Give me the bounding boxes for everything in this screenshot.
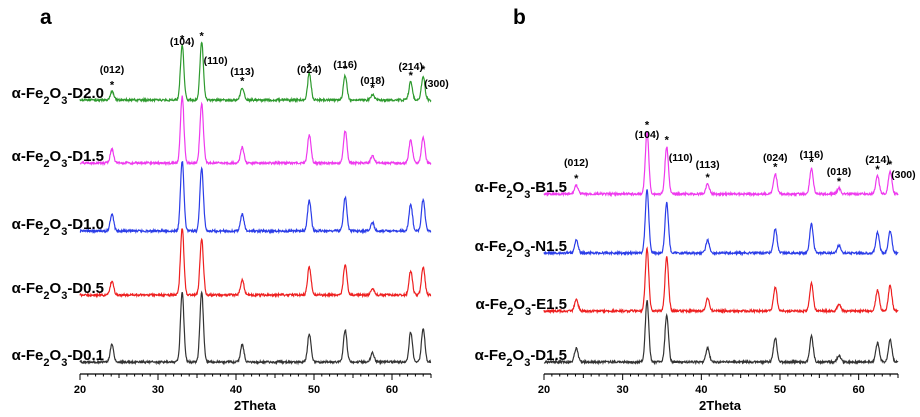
x-axis-title: 2Theta (699, 398, 742, 413)
xrd-trace-n1.5 (543, 189, 899, 257)
peak-star: * (240, 75, 245, 87)
x-tick-label: 30 (152, 384, 164, 396)
x-tick-label: 20 (74, 384, 86, 396)
hkl-label: (214) (398, 61, 423, 73)
x-axis-title: 2Theta (234, 398, 277, 413)
hkl-label: (214) (865, 154, 890, 166)
xrd-trace-e1.5 (543, 246, 899, 315)
x-tick-label: 50 (308, 384, 320, 396)
series-label: α-Fe2O3-D2.0 (12, 85, 104, 107)
peak-star: * (343, 64, 348, 76)
panel-letter: a (40, 6, 52, 29)
peak-star: * (645, 119, 650, 131)
hkl-label: (116) (799, 149, 823, 161)
hkl-label: (300) (424, 78, 449, 90)
hkl-label: (104) (170, 36, 195, 48)
hkl-label: (012) (100, 64, 125, 76)
xrd-trace-d1.5 (79, 95, 432, 167)
series-label: α-Fe2O3-B1.5 (475, 179, 567, 201)
series-label: α-Fe2O3-D1.5 (475, 347, 567, 369)
peak-star: * (180, 33, 185, 45)
panel-b: b α-Fe2O3-B1.5 α-Fe2O3-N1.5 α-Fe2O3-E1.5 α-F… (475, 6, 916, 413)
peak-star: * (705, 172, 710, 184)
hkl-label: (012) (564, 157, 589, 169)
hkl-label: (104) (635, 129, 660, 141)
xrd-trace-d0.1 (79, 290, 432, 366)
x-tick-label: 30 (617, 384, 629, 396)
hkl-label: (110) (669, 152, 693, 164)
hkl-label: (018) (360, 75, 385, 87)
peak-star: * (574, 173, 579, 185)
xrd-trace-d0.5 (79, 228, 432, 299)
series-label: α-Fe2O3-N1.5 (475, 238, 567, 260)
peak-star: * (875, 164, 880, 176)
peak-star: * (837, 176, 842, 188)
series-label: α-Fe2O3-E1.5 (475, 296, 567, 318)
x-tick-label: 50 (774, 384, 786, 396)
hkl-label: (024) (763, 152, 788, 164)
hkl-label: (113) (230, 66, 254, 78)
xrd-trace-b1.5 (543, 130, 899, 198)
peak-star: * (888, 159, 893, 171)
peak-star: * (200, 31, 205, 43)
hkl-label: (018) (827, 166, 852, 178)
hkl-label: (110) (204, 55, 228, 67)
x-tick-label: 60 (386, 384, 398, 396)
peak-star: * (665, 135, 670, 147)
peak-star: * (409, 70, 414, 82)
peak-star: * (307, 61, 312, 73)
x-tick-label: 40 (230, 384, 242, 396)
hkl-label: (300) (891, 169, 916, 181)
x-tick-label: 40 (695, 384, 707, 396)
x-tick-label: 20 (538, 384, 550, 396)
peak-star: * (110, 80, 115, 92)
series-label: α-Fe2O3-D1.5 (12, 148, 104, 170)
series-label: α-Fe2O3-D0.1 (12, 347, 104, 369)
peak-star: * (421, 64, 426, 76)
peak-star: * (773, 162, 778, 174)
xrd-trace-d1.0 (79, 161, 432, 235)
series-label: α-Fe2O3-D1.0 (12, 216, 104, 238)
xrd-trace-d2.0 (79, 41, 432, 104)
panel-letter: b (513, 6, 526, 29)
peak-star: * (809, 156, 814, 168)
peak-star: * (370, 82, 375, 94)
series-label: α-Fe2O3-D0.5 (12, 280, 104, 302)
hkl-label: (024) (297, 64, 322, 76)
hkl-label: (113) (696, 159, 720, 171)
hkl-label: (116) (333, 59, 357, 71)
x-tick-label: 60 (853, 384, 865, 396)
panel-a: a α-Fe2O3-D2.0 α-Fe2O3-D1.5 α-Fe2O3-D1.0 α-F… (12, 6, 449, 413)
xrd-trace-d1.5 (543, 300, 899, 366)
